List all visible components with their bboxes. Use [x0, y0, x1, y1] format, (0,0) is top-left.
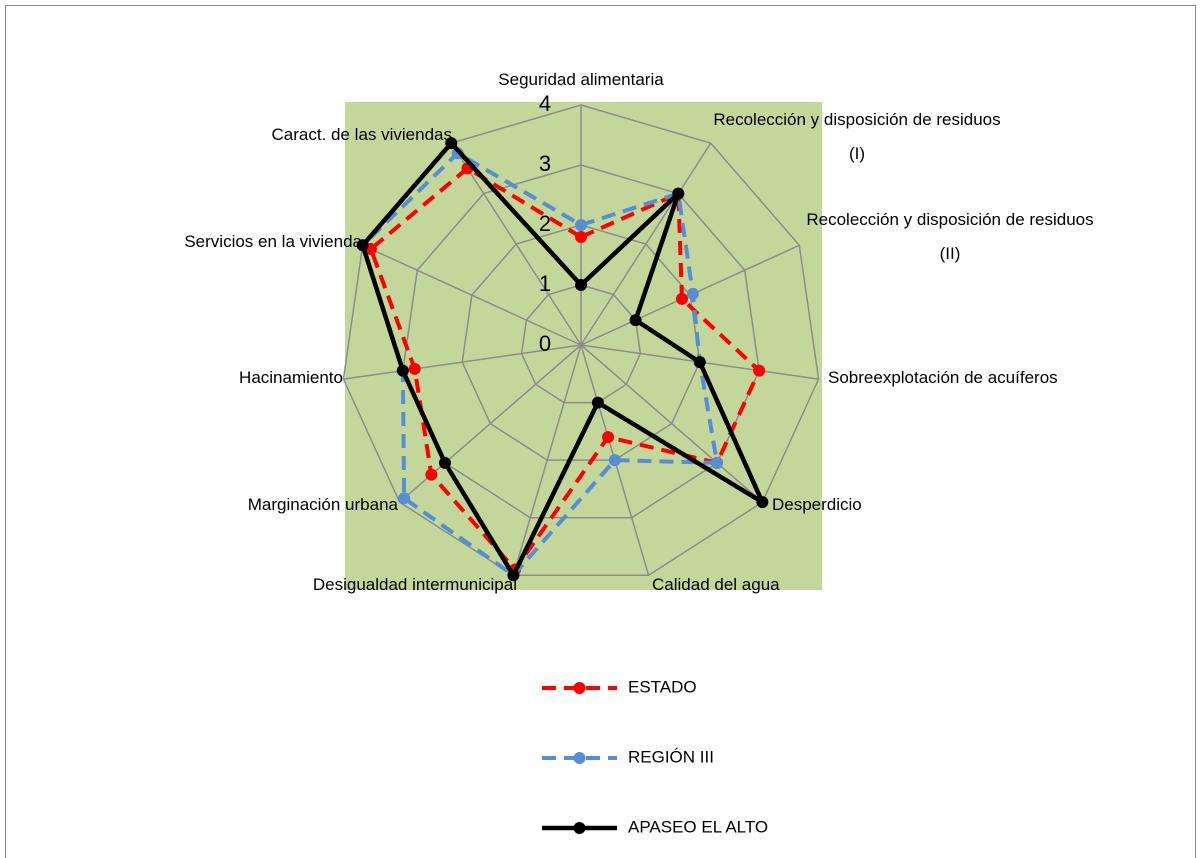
category-label: Caract. de las viviendas: [271, 125, 452, 144]
legend-label: ESTADO: [628, 677, 697, 696]
legend-marker: [573, 752, 586, 764]
spoke: [512, 344, 582, 576]
legend-label: APASEO EL ALTO: [628, 817, 768, 836]
series-marker: [602, 431, 615, 444]
series-marker: [425, 468, 438, 481]
series-marker: [753, 364, 766, 377]
legend-marker: [573, 682, 586, 694]
r-tick-label: 3: [539, 151, 551, 176]
series-marker: [507, 569, 520, 582]
category-label: Servicios en la vivienda: [184, 232, 362, 251]
series-marker: [629, 314, 642, 327]
spoke: [362, 244, 582, 346]
series-marker: [693, 356, 706, 369]
grid-ring: [402, 164, 760, 519]
series-marker: [438, 456, 451, 469]
series-marker: [408, 362, 421, 375]
category-label: Desperdicio: [772, 495, 862, 514]
series-marker: [445, 137, 458, 150]
category-label: Marginación urbana: [247, 495, 398, 514]
series-line: [360, 140, 765, 578]
r-tick-label: 0: [539, 331, 551, 356]
spoke: [343, 344, 582, 380]
series-marker: [711, 456, 724, 469]
legend-marker: [573, 822, 586, 834]
series-marker: [575, 279, 587, 291]
series-marker: [756, 496, 769, 509]
category-label: Desigualdad intermunicipal: [312, 575, 517, 594]
r-tick-label: 1: [539, 271, 551, 296]
series-marker: [686, 287, 699, 300]
category-label: Calidad del agua: [652, 575, 780, 594]
series-marker: [398, 492, 411, 505]
series-marker: [396, 364, 409, 377]
series-marker: [356, 239, 369, 252]
spoke: [580, 344, 763, 503]
spoke: [450, 142, 582, 346]
series-marker: [672, 187, 685, 200]
series-marker: [675, 292, 688, 305]
category-label: Recolección y disposición de residuos (I…: [806, 210, 1094, 263]
category-label: Seguridad alimentaria: [498, 70, 664, 89]
r-tick-label: 2: [539, 211, 551, 236]
spoke: [580, 142, 712, 346]
series-marker: [608, 454, 621, 467]
series-marker: [575, 231, 587, 243]
r-tick-label: 4: [539, 91, 551, 116]
category-label: Hacinamiento: [239, 368, 343, 387]
category-label: Sobreexplotación de acuíferos: [828, 368, 1058, 387]
series-marker: [575, 219, 587, 231]
category-label: Recolección y disposición de residuos (I…: [713, 110, 1001, 163]
series-marker: [591, 396, 604, 409]
legend-label: REGIÓN III: [628, 747, 714, 766]
